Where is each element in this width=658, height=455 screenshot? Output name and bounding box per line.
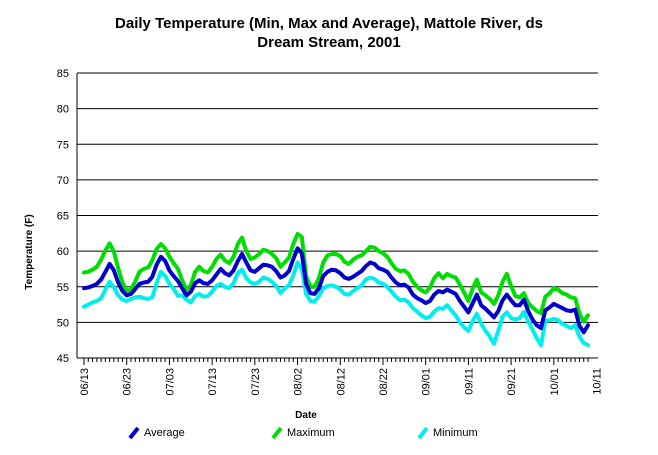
y-tick-label: 70 <box>57 175 69 187</box>
y-tick-label: 65 <box>57 211 69 223</box>
legend-swatch-average <box>128 426 140 440</box>
y-tick-label: 75 <box>57 139 69 151</box>
x-tick-label: 07/13 <box>207 368 219 396</box>
x-tick-label: 08/22 <box>378 368 390 396</box>
x-tick-label: 09/21 <box>506 368 518 396</box>
y-tick-label: 85 <box>57 68 69 80</box>
x-tick-label: 08/12 <box>335 368 347 396</box>
y-tick-label: 60 <box>57 246 69 258</box>
chart-title-line-2: Dream Stream, 2001 <box>257 34 401 51</box>
axes: 45 50 55 60 65 70 75 80 85 06/13 06/23 07/03 07/13 07… <box>57 68 604 396</box>
legend-label-maximum: Maximum <box>287 427 335 439</box>
y-axis-label: Temperature (F) <box>24 214 35 289</box>
series-line-minimum <box>82 260 590 348</box>
x-axis-label: Date <box>295 410 317 421</box>
legend-swatch-minimum <box>417 426 429 440</box>
x-tick-label: 10/11 <box>592 368 604 395</box>
x-tick-label: 06/13 <box>79 368 91 396</box>
chart-title-line-1: Daily Temperature (Min, Max and Average)… <box>115 15 543 32</box>
legend-average: Average <box>128 424 185 442</box>
y-tick-label: 55 <box>57 282 69 294</box>
series-lines <box>82 232 590 348</box>
x-tick-label: 07/03 <box>164 368 176 396</box>
legend-swatch-maximum <box>271 426 283 440</box>
y-tick-label: 80 <box>57 104 69 116</box>
x-tick-label: 06/23 <box>122 368 134 396</box>
chart-title: Daily Temperature (Min, Max and Average)… <box>0 14 658 52</box>
y-tick-label: 45 <box>57 353 69 365</box>
series-line-maximum <box>82 232 590 324</box>
x-tick-label: 08/02 <box>293 368 305 396</box>
x-tick-label: 07/23 <box>250 368 262 396</box>
x-tick-label: 09/01 <box>421 368 433 396</box>
x-tick-label: 09/11 <box>463 368 475 395</box>
legend-minimum: Minimum <box>417 424 478 442</box>
series-line-average <box>82 246 590 335</box>
legend-label-minimum: Minimum <box>433 427 478 439</box>
y-tick-label: 50 <box>57 317 69 329</box>
legend-maximum: Maximum <box>271 424 335 442</box>
legend-label-average: Average <box>144 427 185 439</box>
x-tick-label: 10/01 <box>549 368 561 396</box>
